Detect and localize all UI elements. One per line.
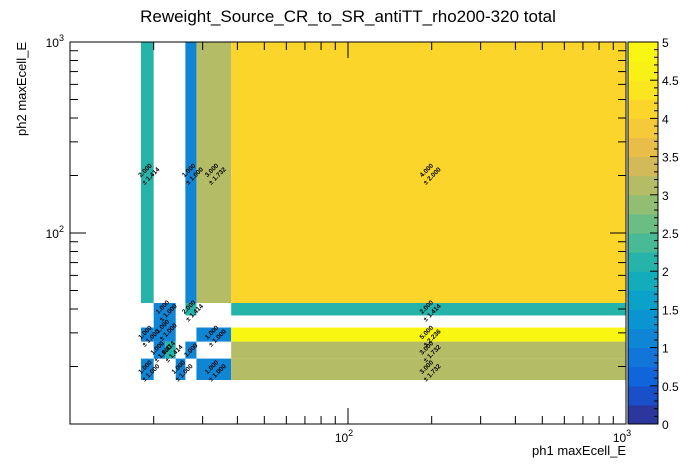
heatmap-cell (153, 341, 166, 359)
palette-swatch (628, 137, 658, 158)
heatmap-cell (165, 341, 176, 359)
heatmap-cell (185, 303, 197, 316)
x-tick-base: 10 (613, 431, 627, 445)
palette-swatch (628, 61, 658, 81)
palette-tick-label: 1 (662, 342, 669, 356)
palette-swatch (628, 271, 658, 291)
palette-tick-label: 3 (662, 189, 669, 203)
palette-swatch (628, 252, 658, 272)
x-tick-base: 10 (335, 431, 349, 445)
palette-tick-label: 2.5 (662, 227, 679, 241)
palette-swatch (628, 309, 658, 329)
y-tick-exponent: 2 (59, 224, 64, 234)
heatmap-cell (140, 42, 154, 304)
heatmap-cell (196, 327, 232, 342)
palette-swatch (628, 194, 658, 215)
palette-tick-label: 2 (662, 265, 669, 279)
palette-swatch (628, 42, 658, 62)
y-tick-base: 10 (46, 36, 60, 50)
palette-tick-label: 1.5 (662, 303, 679, 317)
heatmap-cell (196, 42, 232, 304)
x-tick-exponent: 2 (348, 428, 353, 438)
y-tick-exponent: 3 (59, 33, 64, 43)
palette-tick-label: 0 (662, 418, 669, 432)
palette-swatch (628, 347, 658, 368)
palette-tick-label: 5 (662, 36, 669, 50)
heatmap-cell (231, 42, 626, 304)
palette-swatch (628, 99, 658, 119)
y-tick-label: 102 (46, 224, 64, 241)
palette-tick-label: 0.5 (662, 380, 679, 394)
x-tick-label: 102 (335, 428, 353, 445)
heatmap-cell (231, 358, 626, 380)
heatmap-cell (185, 341, 197, 359)
palette-swatch (628, 156, 658, 177)
heatmap-cell (140, 358, 154, 380)
x-tick-label: 103 (613, 428, 631, 445)
palette-tick-label: 4.5 (662, 74, 679, 88)
x-axis-label: ph1 maxEcell_E (532, 443, 626, 458)
x-tick-exponent: 3 (626, 428, 631, 438)
heatmap-cell (231, 327, 626, 342)
palette-swatch (628, 80, 658, 100)
heatmap-cell (153, 303, 176, 316)
palette-tick-label: 3.5 (662, 151, 679, 165)
heatmap-cell (185, 42, 197, 304)
heatmap-cell (231, 303, 626, 316)
palette-swatch (628, 366, 658, 387)
heatmap-cell (175, 358, 186, 380)
palette-swatch (628, 175, 658, 196)
y-axis-label: ph2 maxEcell_E (14, 42, 29, 136)
chart-title: Reweight_Source_CR_to_SR_antiTT_rho200-3… (140, 7, 556, 26)
palette-tick-label: 4 (662, 112, 669, 126)
palette-swatch (628, 328, 658, 349)
palette-swatch (628, 233, 658, 253)
heatmap-cell (231, 341, 626, 359)
color-palette: 0 0.5 1 1.5 2 2.5 3 3.5 4 4.5 5 (627, 36, 679, 432)
heatmap-cell (140, 327, 154, 342)
palette-swatch (628, 213, 658, 234)
palette-swatch (628, 404, 658, 425)
palette-swatch (628, 385, 658, 406)
palette-swatch (628, 290, 658, 310)
heatmap-cells (140, 42, 626, 380)
y-tick-label: 103 (46, 33, 64, 50)
palette-swatch (628, 118, 658, 138)
heatmap-cell (153, 315, 176, 342)
heatmap-cell (196, 358, 232, 380)
y-tick-base: 10 (46, 227, 60, 241)
